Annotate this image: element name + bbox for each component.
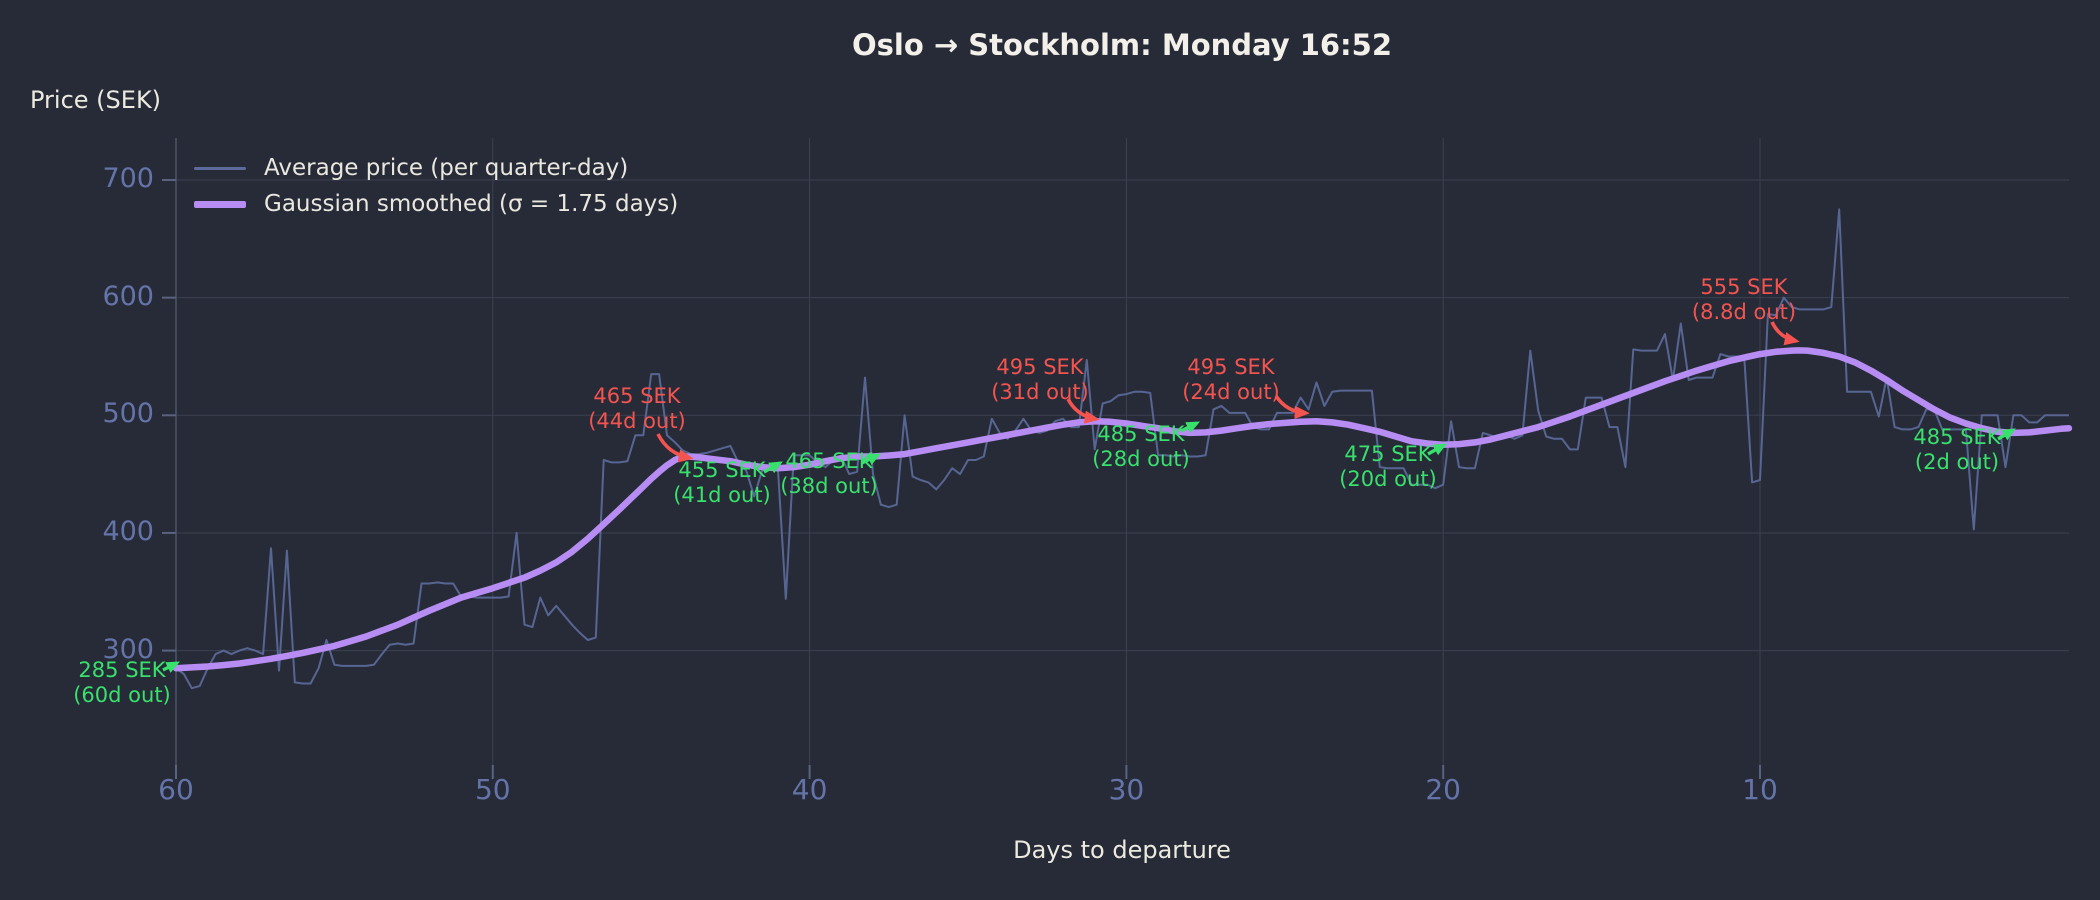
annotation-days-out: (2d out)	[1914, 450, 2000, 474]
max-annotation-arrow-8	[1770, 321, 1800, 346]
legend-label-smoothed: Gaussian smoothed (σ = 1.75 days)	[264, 191, 679, 217]
x-tick-label-50: 50	[474, 773, 511, 806]
annotation-price: 475 SEK	[1344, 442, 1432, 466]
min-annotation-arrow-9	[1997, 428, 2016, 441]
annotation-price: 555 SEK	[1700, 275, 1788, 299]
y-tick-label-700: 700	[102, 163, 154, 194]
x-axis-title: Days to departure	[1013, 836, 1231, 864]
annotation-days-out: (60d out)	[73, 683, 171, 707]
x-tick-label-10: 10	[1742, 773, 1778, 806]
legend-label-average: Average price (per quarter-day)	[264, 155, 629, 181]
gaussian-smoothed-line	[172, 347, 2073, 672]
legend-item-smoothed: Gaussian smoothed (σ = 1.75 days)	[194, 186, 678, 222]
annotation-price: 485 SEK	[1913, 425, 2001, 449]
y-tick-label-600: 600	[102, 280, 154, 312]
min-annotation-arrow-5	[1180, 421, 1201, 433]
max-annotation-arrow-4	[1066, 398, 1100, 424]
annotation-days-out: (8.8d out)	[1691, 300, 1797, 324]
max-annotation-arrow-1	[656, 433, 694, 463]
local-max-annotation-8.8d-out: 555 SEK (8.8d out)	[1692, 275, 1796, 325]
annotation-days-out: (38d out)	[780, 474, 878, 498]
local-min-annotation-38d-out: 465 SEK (38d out)	[780, 449, 878, 499]
local-max-annotation-44d-out: 465 SEK (44d out)	[588, 384, 686, 434]
local-min-annotation-41d-out: 455 SEK (41d out)	[673, 458, 771, 508]
annotation-price: 485 SEK	[1097, 422, 1185, 446]
local-max-annotation-24d-out: 495 SEK (24d out)	[1182, 355, 1280, 405]
legend-item-average: Average price (per quarter-day)	[194, 150, 678, 186]
annotation-price: 465 SEK	[593, 384, 681, 408]
x-tick-label-30: 30	[1108, 773, 1145, 806]
min-annotation-arrow-2	[763, 461, 783, 474]
annotation-days-out: (20d out)	[1339, 467, 1437, 491]
annotation-days-out: (28d out)	[1092, 447, 1190, 471]
average-line-swatch	[194, 166, 246, 170]
x-tick-label-40: 40	[791, 773, 828, 806]
local-min-annotation-2d-out: 485 SEK (2d out)	[1913, 425, 2000, 475]
annotation-days-out: (44d out)	[588, 409, 686, 433]
annotation-days-out: (41d out)	[673, 483, 771, 507]
data-lines	[172, 208, 2073, 690]
annotation-days-out: (31d out)	[991, 380, 1089, 404]
annotation-price: 465 SEK	[785, 449, 873, 473]
annotation-days-out: (24d out)	[1182, 380, 1280, 404]
average-price-line	[175, 208, 2069, 690]
axes-spines-ticks	[162, 138, 1761, 779]
min-annotation-arrow-3	[861, 453, 882, 465]
min-annotation-arrow-0	[162, 661, 181, 673]
y-tick-label-400: 400	[102, 515, 154, 547]
y-axis-title: Price (SEK)	[30, 86, 162, 114]
y-tick-label-500: 500	[102, 398, 154, 430]
local-min-annotation-60d-out: 285 SEK (60d out)	[73, 658, 171, 708]
min-annotation-arrow-7	[1427, 443, 1447, 456]
local-min-annotation-20d-out: 475 SEK (20d out)	[1339, 442, 1437, 492]
x-tick-label-20: 20	[1425, 773, 1462, 806]
legend: Average price (per quarter-day) Gaussian…	[194, 150, 678, 222]
y-tick-label-300: 300	[102, 633, 154, 665]
smoothed-line-swatch	[194, 200, 246, 208]
annotation-price: 455 SEK	[678, 458, 766, 482]
annotation-price: 285 SEK	[78, 658, 166, 682]
annotation-price: 495 SEK	[1187, 355, 1275, 379]
local-min-annotation-28d-out: 485 SEK (28d out)	[1092, 422, 1190, 472]
max-annotation-arrow-6	[1274, 394, 1310, 420]
chart-title: Oslo → Stockholm: Monday 16:52	[851, 28, 1393, 62]
annotation-price: 495 SEK	[996, 355, 1084, 379]
x-tick-label-60: 60	[158, 773, 194, 806]
annotation-arrows	[162, 321, 2016, 673]
local-max-annotation-31d-out: 495 SEK (31d out)	[991, 355, 1089, 405]
